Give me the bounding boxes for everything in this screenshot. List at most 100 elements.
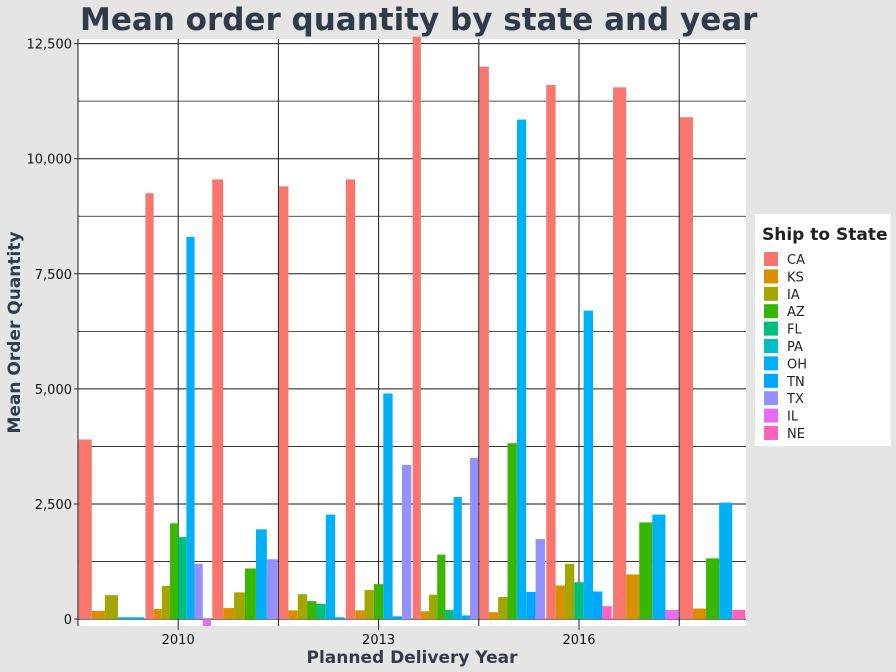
bar-ne-2018 bbox=[732, 609, 746, 620]
legend-swatch-oh bbox=[764, 356, 778, 371]
bar-az-2011 bbox=[245, 568, 256, 620]
bar-az-2018 bbox=[706, 558, 720, 620]
bar-ca-2013 bbox=[345, 179, 356, 620]
bar-tx-2010 bbox=[194, 563, 203, 620]
bar-ks-2010 bbox=[153, 608, 162, 620]
bar-az-2010 bbox=[170, 523, 179, 620]
bar-tx-2015 bbox=[535, 538, 545, 620]
bar-tn-2014 bbox=[461, 615, 470, 620]
legend-swatch-ca bbox=[764, 252, 778, 266]
bar-ks-2015 bbox=[488, 612, 499, 620]
x-tick-label: 2010 bbox=[162, 633, 195, 648]
legend-swatch-ne bbox=[764, 426, 778, 440]
bar-ne-2016 bbox=[602, 606, 612, 620]
x-tick-label: 2016 bbox=[562, 633, 595, 648]
x-axis-title: Planned Delivery Year bbox=[306, 648, 518, 668]
x-tick-label: 2013 bbox=[362, 633, 395, 648]
bar-oh-2009 bbox=[131, 617, 145, 620]
legend-swatch-pa bbox=[764, 339, 778, 353]
bar-tx-2011 bbox=[266, 559, 278, 620]
bar-oh-2017 bbox=[652, 514, 666, 620]
bar-ks-2011 bbox=[223, 608, 235, 620]
legend-label-tx: TX bbox=[786, 392, 804, 407]
bar-ca-2012 bbox=[279, 186, 289, 620]
bar-il-2010 bbox=[202, 619, 211, 626]
bar-oh-2011 bbox=[255, 529, 267, 620]
legend-label-ks: KS bbox=[787, 270, 804, 285]
legend-swatch-il bbox=[764, 408, 778, 423]
y-tick-label: 5,000 bbox=[35, 383, 72, 398]
legend-label-pa: PA bbox=[787, 340, 803, 355]
bar-il-2017 bbox=[665, 609, 679, 620]
bar-ks-2009 bbox=[91, 610, 105, 620]
bar-oh-2012 bbox=[325, 514, 336, 620]
bar-ca-2014 bbox=[412, 36, 421, 620]
bar-ca-2017 bbox=[613, 87, 627, 620]
legend-swatch-fl bbox=[764, 321, 778, 336]
bar-ks-2018 bbox=[692, 608, 707, 620]
legend-label-ia: IA bbox=[787, 288, 800, 303]
bar-ks-2016 bbox=[555, 585, 565, 620]
bar-fl-2012 bbox=[316, 603, 326, 620]
bar-tn-2015 bbox=[526, 591, 536, 620]
y-tick-label: 2,500 bbox=[35, 498, 72, 513]
legend-label-tn: TN bbox=[786, 375, 805, 390]
bar-ks-2014 bbox=[420, 611, 430, 620]
bar-az-2013 bbox=[373, 584, 384, 620]
bar-fl-2016 bbox=[574, 582, 584, 620]
legend-swatch-tn bbox=[764, 373, 778, 388]
legend-swatch-ks bbox=[764, 269, 778, 284]
bar-ks-2013 bbox=[355, 610, 365, 620]
bar-tn-2016 bbox=[593, 591, 603, 620]
axes: 0 2,500 5,000 7,500 10,000 12,500 2010 2013 2016 bbox=[27, 38, 596, 648]
bars bbox=[78, 36, 746, 626]
legend-label-fl: FL bbox=[787, 323, 802, 338]
bar-ca-2015 bbox=[479, 66, 489, 620]
bar-oh-2013 bbox=[383, 393, 393, 620]
bar-oh-2010 bbox=[186, 236, 195, 620]
y-tick-label: 0 bbox=[64, 613, 72, 628]
bar-oh-2014 bbox=[453, 497, 462, 620]
bar-ia-2009 bbox=[104, 595, 118, 620]
bar-ca-2010 bbox=[145, 193, 154, 620]
bar-az-2012 bbox=[307, 601, 317, 620]
bar-ks-2012 bbox=[288, 610, 298, 620]
legend-label-il: IL bbox=[787, 410, 799, 425]
legend-label-az: AZ bbox=[787, 305, 805, 320]
bar-ia-2010 bbox=[161, 585, 171, 620]
legend-swatch-tx bbox=[764, 391, 778, 406]
bar-oh-2015 bbox=[516, 119, 527, 620]
bar-oh-2018 bbox=[719, 502, 733, 620]
bar-tn-2013 bbox=[392, 616, 402, 620]
y-tick-label: 10,000 bbox=[27, 153, 73, 168]
bar-az-2017 bbox=[639, 522, 653, 620]
bar-ca-2018 bbox=[679, 117, 693, 620]
legend-label-oh: OH bbox=[787, 357, 807, 372]
bar-az-2015 bbox=[507, 443, 517, 620]
bar-ia-2015 bbox=[498, 596, 508, 620]
legend-label-ne: NE bbox=[787, 427, 805, 442]
bar-ia-2011 bbox=[234, 592, 245, 620]
bar-ks-2017 bbox=[626, 574, 640, 620]
y-axis-title: Mean Order Quantity bbox=[5, 231, 25, 433]
legend-swatch-az bbox=[764, 304, 778, 319]
legend-label-ca: CA bbox=[787, 253, 805, 268]
bar-fl-2014 bbox=[445, 609, 454, 620]
bar-tx-2014 bbox=[469, 457, 479, 620]
bar-ia-2013 bbox=[364, 590, 374, 620]
bar-ca-2011 bbox=[212, 179, 224, 620]
bar-fl-2010 bbox=[178, 537, 187, 620]
y-tick-label: 7,500 bbox=[35, 268, 72, 283]
y-tick-label: 12,500 bbox=[27, 38, 73, 53]
bar-oh-2016 bbox=[583, 310, 594, 620]
bar-ia-2012 bbox=[297, 594, 308, 620]
bar-tx-2013 bbox=[401, 464, 412, 620]
bar-ca-2009 bbox=[78, 439, 92, 620]
bar-az-2014 bbox=[437, 554, 446, 620]
bar-ia-2014 bbox=[429, 594, 438, 620]
bar-ca-2016 bbox=[546, 85, 556, 620]
bar-pa-2009 bbox=[117, 617, 132, 620]
legend-swatch-ia bbox=[764, 286, 778, 301]
bar-ia-2016 bbox=[564, 563, 575, 620]
